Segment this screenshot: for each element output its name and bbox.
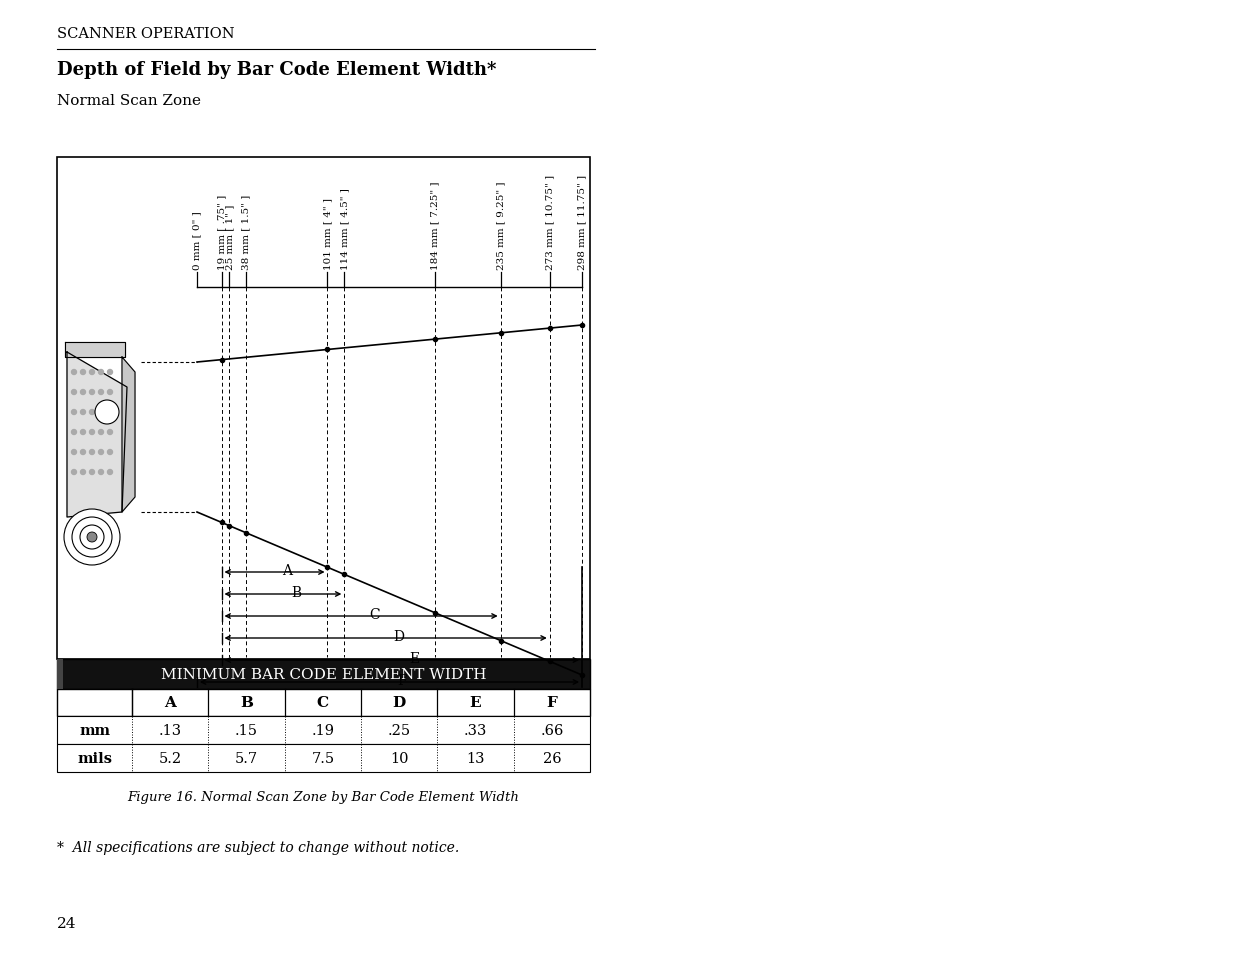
Circle shape: [80, 390, 85, 395]
Circle shape: [107, 370, 112, 375]
Circle shape: [64, 510, 120, 565]
Text: .25: .25: [388, 723, 411, 738]
Text: 19 mm [ .75" ]: 19 mm [ .75" ]: [217, 194, 226, 270]
Text: D: D: [393, 696, 406, 710]
Text: 26: 26: [542, 751, 561, 765]
Text: C: C: [369, 607, 379, 621]
Text: D: D: [394, 629, 405, 643]
Circle shape: [89, 450, 95, 455]
Text: mm: mm: [79, 723, 110, 738]
Text: A: A: [164, 696, 177, 710]
Circle shape: [80, 370, 85, 375]
Circle shape: [99, 450, 104, 455]
Bar: [57, 744, 590, 772]
Text: .19: .19: [311, 723, 335, 738]
Text: .66: .66: [540, 723, 563, 738]
Text: B: B: [240, 696, 253, 710]
Text: 5.2: 5.2: [158, 751, 182, 765]
Text: SCANNER OPERATION: SCANNER OPERATION: [57, 27, 235, 41]
Text: .33: .33: [464, 723, 487, 738]
Text: E: E: [410, 651, 420, 665]
Text: *  All specifications are subject to change without notice.: * All specifications are subject to chan…: [57, 841, 459, 854]
Text: MINIMUM BAR CODE ELEMENT WIDTH: MINIMUM BAR CODE ELEMENT WIDTH: [161, 667, 487, 681]
Circle shape: [72, 450, 77, 455]
Circle shape: [72, 470, 77, 475]
Text: 298 mm [ 11.75" ]: 298 mm [ 11.75" ]: [578, 174, 587, 270]
Circle shape: [89, 410, 95, 416]
Circle shape: [72, 430, 77, 435]
Text: .15: .15: [235, 723, 258, 738]
Text: 114 mm [ 4.5" ]: 114 mm [ 4.5" ]: [340, 188, 348, 270]
Circle shape: [107, 390, 112, 395]
Bar: [57, 659, 590, 689]
Circle shape: [72, 410, 77, 416]
Bar: [57, 717, 590, 744]
Text: 184 mm [ 7.25" ]: 184 mm [ 7.25" ]: [430, 181, 440, 270]
Text: Depth of Field by Bar Code Element Width*: Depth of Field by Bar Code Element Width…: [57, 61, 496, 79]
Text: F: F: [398, 673, 408, 687]
Bar: [57, 659, 63, 689]
Circle shape: [80, 410, 85, 416]
Text: 273 mm [ 10.75" ]: 273 mm [ 10.75" ]: [545, 174, 555, 270]
Text: Figure 16. Normal Scan Zone by Bar Code Element Width: Figure 16. Normal Scan Zone by Bar Code …: [127, 790, 520, 803]
Circle shape: [89, 390, 95, 395]
Circle shape: [80, 450, 85, 455]
Text: 101 mm [ 4" ]: 101 mm [ 4" ]: [324, 198, 332, 270]
Text: 13: 13: [467, 751, 485, 765]
Circle shape: [86, 533, 98, 542]
Text: 7.5: 7.5: [311, 751, 335, 765]
Text: 235 mm [ 9.25" ]: 235 mm [ 9.25" ]: [496, 181, 505, 270]
Text: Normal Scan Zone: Normal Scan Zone: [57, 94, 201, 108]
Text: mils: mils: [77, 751, 112, 765]
Circle shape: [107, 430, 112, 435]
Circle shape: [107, 450, 112, 455]
Text: 38 mm [ 1.5" ]: 38 mm [ 1.5" ]: [242, 194, 251, 270]
Circle shape: [80, 525, 104, 550]
Circle shape: [72, 517, 112, 558]
Text: F: F: [546, 696, 557, 710]
Circle shape: [99, 370, 104, 375]
Text: 25 mm [ 1" ]: 25 mm [ 1" ]: [225, 204, 233, 270]
Circle shape: [89, 470, 95, 475]
Circle shape: [80, 430, 85, 435]
Circle shape: [107, 470, 112, 475]
Circle shape: [95, 400, 119, 424]
Circle shape: [80, 470, 85, 475]
Circle shape: [107, 410, 112, 416]
Circle shape: [89, 430, 95, 435]
Circle shape: [99, 410, 104, 416]
Text: 10: 10: [390, 751, 409, 765]
Text: B: B: [291, 585, 301, 599]
Circle shape: [72, 370, 77, 375]
Circle shape: [99, 430, 104, 435]
Text: 24: 24: [57, 916, 77, 930]
Circle shape: [99, 470, 104, 475]
Circle shape: [89, 370, 95, 375]
Polygon shape: [67, 353, 127, 517]
Text: 0 mm [ 0" ]: 0 mm [ 0" ]: [193, 211, 201, 270]
Text: 5.7: 5.7: [235, 751, 258, 765]
Polygon shape: [122, 357, 135, 513]
Polygon shape: [65, 343, 125, 357]
Text: C: C: [316, 696, 329, 710]
Circle shape: [99, 390, 104, 395]
Circle shape: [72, 390, 77, 395]
Bar: [57, 689, 590, 717]
Text: A: A: [283, 563, 293, 578]
Bar: [57, 158, 590, 659]
Text: .13: .13: [158, 723, 182, 738]
Text: E: E: [469, 696, 482, 710]
